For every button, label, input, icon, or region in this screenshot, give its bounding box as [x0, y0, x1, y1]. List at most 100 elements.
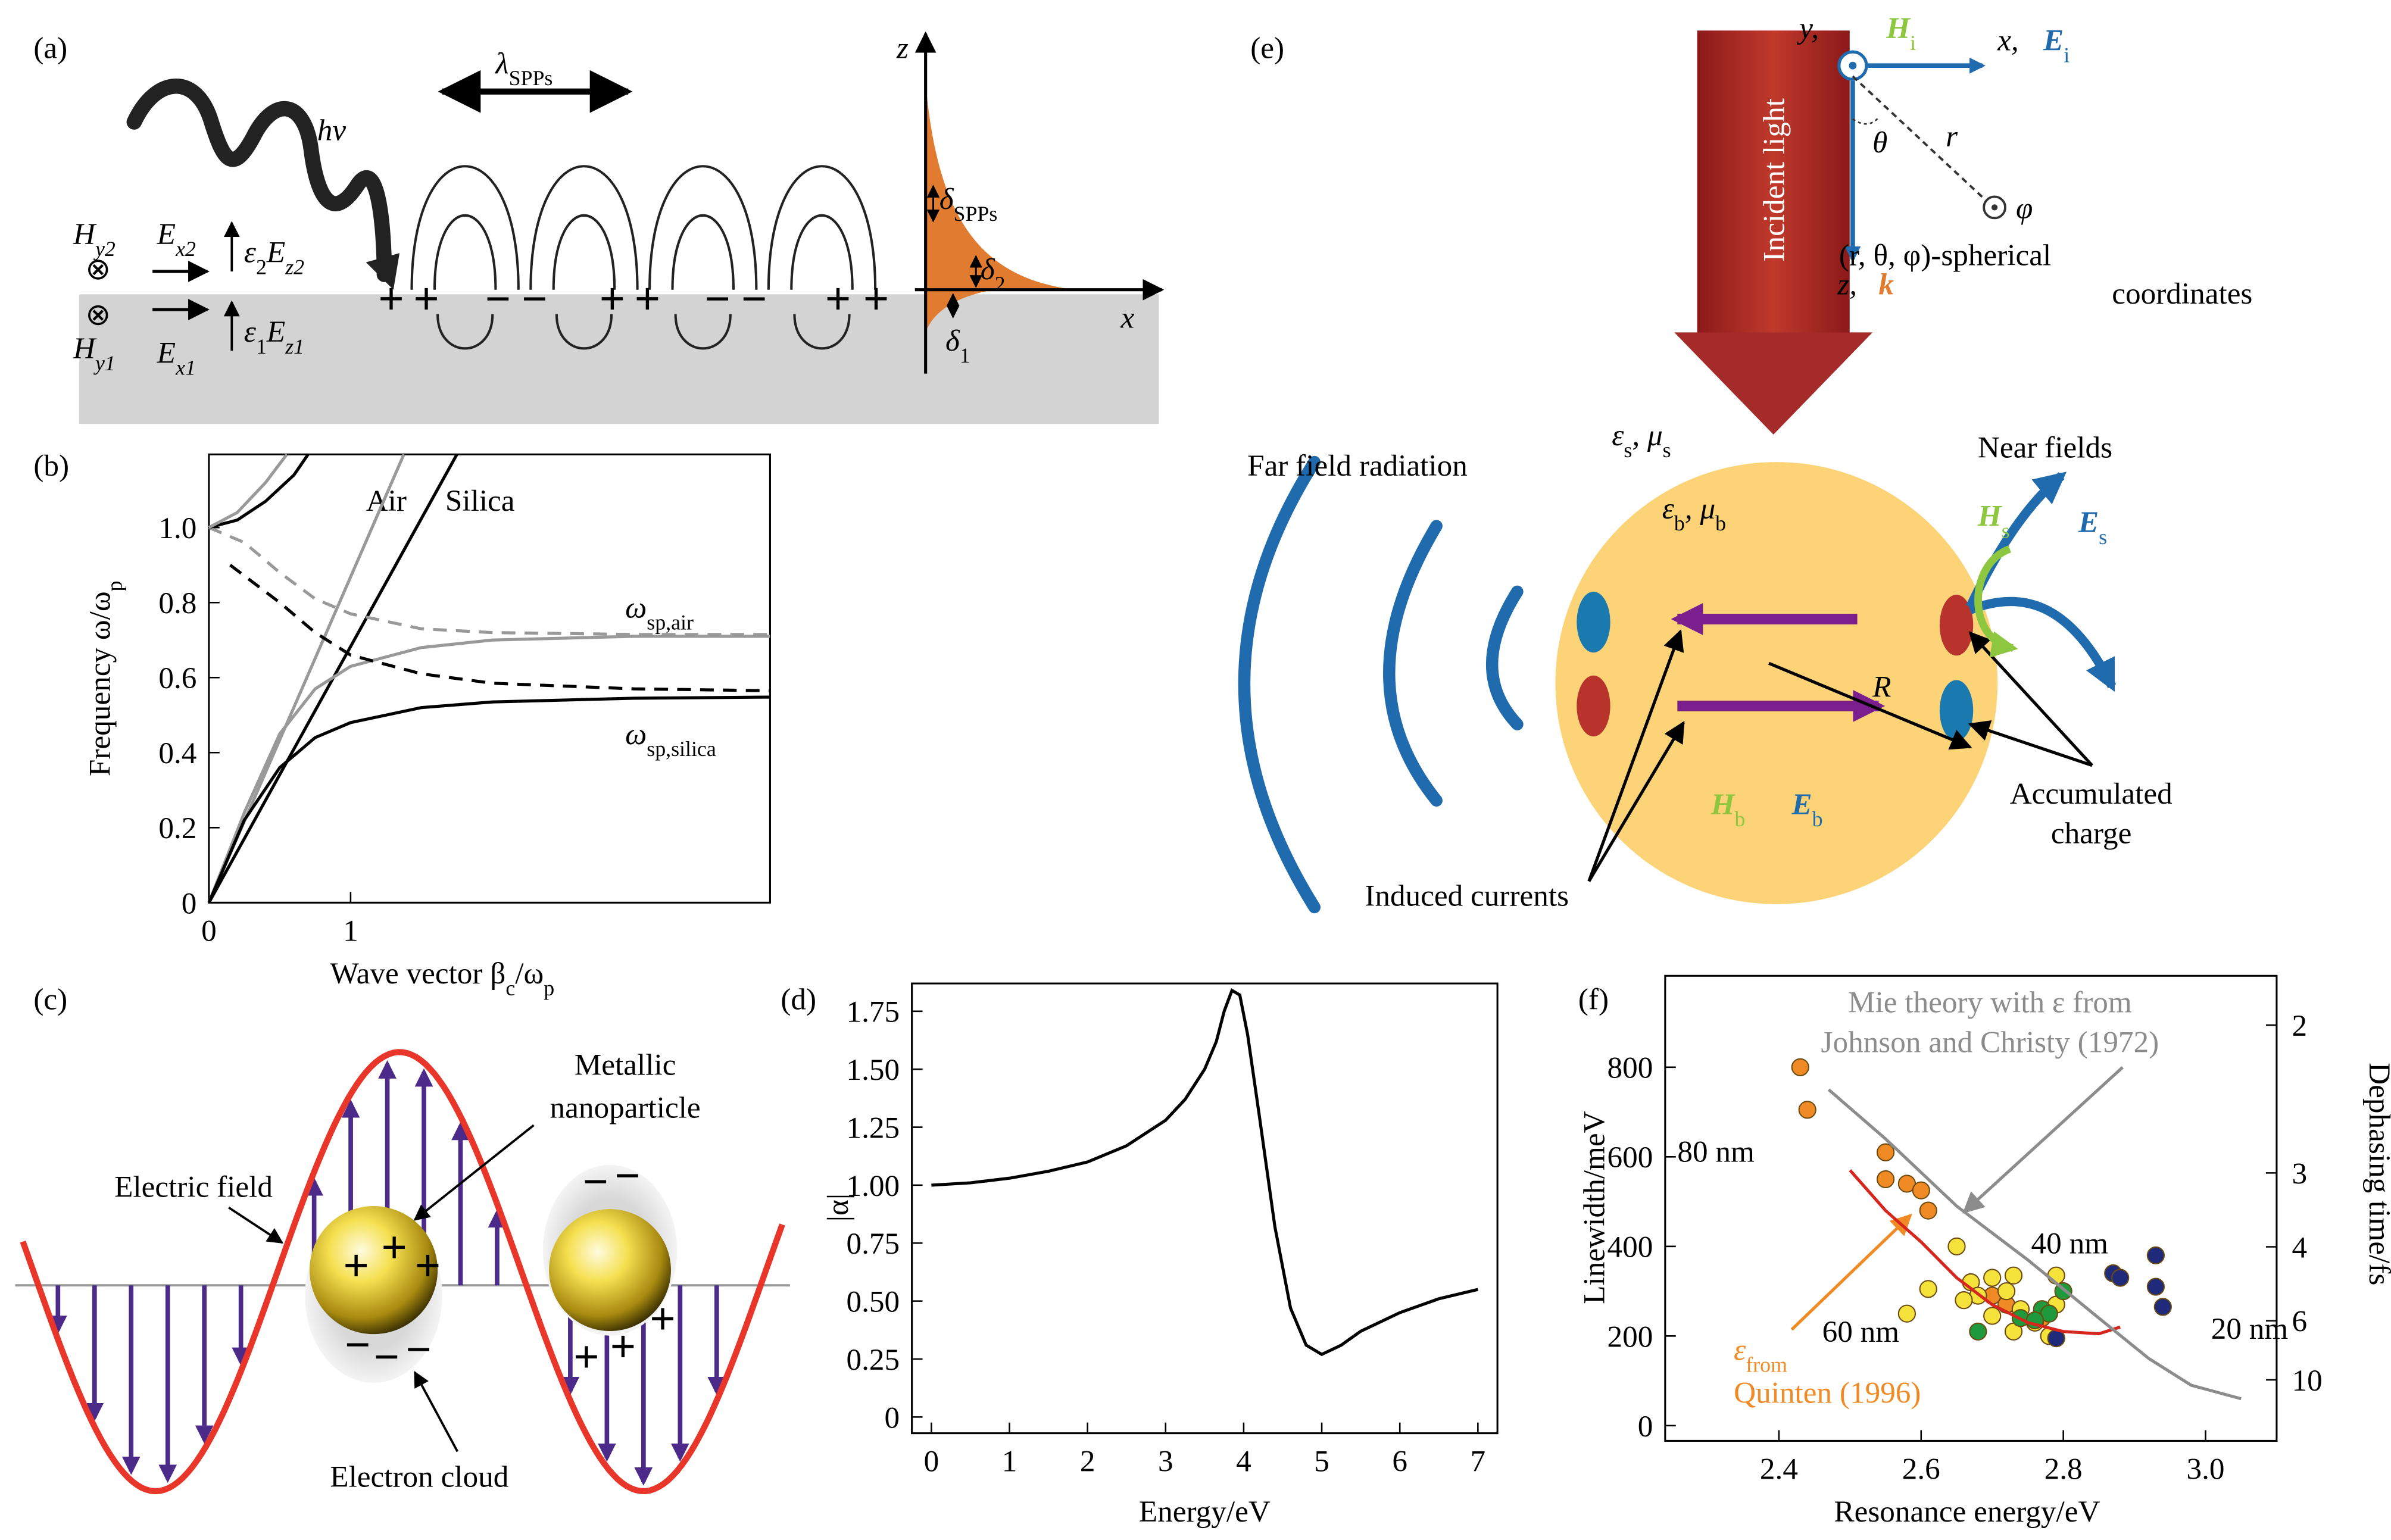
y2-tick-label: 3: [2292, 1157, 2308, 1191]
data-point: [1798, 1101, 1816, 1119]
label-eps1ez1: ε1Ez1: [244, 315, 304, 358]
label-ex1: Ex1: [157, 336, 196, 380]
charge: +: [378, 274, 404, 324]
label-eps2ez2: ε2Ez2: [244, 236, 304, 279]
charge: −: [405, 1324, 432, 1375]
symbol: H: [1710, 788, 1736, 821]
label: φ: [2016, 191, 2033, 225]
symbol: E: [1791, 788, 1812, 821]
label: nanoparticle: [550, 1091, 701, 1124]
y-tick-label: 0.4: [158, 736, 196, 770]
symbol: δ: [939, 182, 954, 216]
label-x: x: [1120, 301, 1135, 335]
data-point: [1983, 1307, 2002, 1325]
y-axis-label: Frequency ω/ωp: [83, 581, 126, 777]
subscript: sp,silica: [647, 737, 716, 761]
symbol: E: [2043, 24, 2064, 58]
label-part: /ω: [515, 957, 544, 991]
symbol: ε: [244, 236, 257, 270]
label: Electric field: [114, 1170, 273, 1204]
charge-blue: [1939, 680, 1974, 741]
nanoparticle: [309, 1206, 438, 1335]
charge: −: [345, 1320, 371, 1370]
photon-wave: [126, 78, 392, 282]
panel-label: (f): [1578, 983, 1609, 1017]
x-tick-label: 7: [1471, 1445, 1486, 1479]
panel-label: (a): [33, 31, 67, 65]
annotation: Johnson and Christy (1972): [1821, 1025, 2159, 1059]
pointer-arrow: [1587, 629, 1684, 882]
y-tick-label: 0: [182, 886, 197, 920]
field-line: [529, 165, 639, 290]
subscript: 2: [256, 255, 267, 279]
data-point: [1791, 1058, 1809, 1076]
charge: +: [413, 274, 439, 324]
symbol: λ: [494, 46, 508, 80]
subscript: p: [544, 976, 554, 1000]
x-axis-label: Resonance energy/eV: [1834, 1495, 2100, 1529]
charge: +: [610, 1321, 636, 1372]
annotation: 60 nm: [1822, 1315, 1900, 1349]
x-tick-label: 4: [1236, 1445, 1251, 1479]
axis-origin: [1849, 61, 1857, 70]
otimes: ⊗: [85, 298, 111, 332]
annotation: ωsp,air: [625, 591, 694, 634]
y-tick-label: 0.25: [846, 1343, 900, 1377]
charge: −: [522, 274, 548, 324]
plot-frame: [1664, 974, 2278, 1442]
field-line: [767, 165, 877, 290]
annotation: Silica: [445, 484, 515, 518]
label: Electron cloud: [330, 1460, 508, 1494]
symbol: E: [2078, 505, 2099, 539]
incident-light-arrow: [1674, 332, 1873, 435]
charge: +: [825, 274, 851, 324]
pointer-arrow: [413, 1370, 459, 1452]
charge-blue: [1577, 591, 1610, 653]
x-tick-label: 5: [1314, 1445, 1329, 1479]
symbol: ω: [625, 717, 647, 751]
symbol: E: [266, 236, 285, 270]
charge: +: [634, 274, 660, 324]
y-tick-label: 400: [1607, 1230, 1653, 1264]
x-tick-label: 2.4: [1760, 1452, 1798, 1486]
x-tick-label: 2.6: [1902, 1452, 1940, 1486]
label-part: Wave vector β: [330, 957, 505, 991]
label: Near fields: [1978, 430, 2112, 464]
charge: +: [863, 274, 889, 324]
data-point: [1876, 1143, 1895, 1161]
subscript: s: [2099, 525, 2107, 549]
curve: [207, 635, 770, 904]
y-tick-label: 0.50: [846, 1285, 900, 1319]
y-tick-label: 1.25: [846, 1111, 900, 1145]
x-tick-label: 1: [343, 914, 358, 948]
curve: [1827, 1088, 2242, 1401]
x-tick-label: 3: [1158, 1445, 1173, 1479]
subscript: 2: [995, 272, 1006, 296]
pointer-arrow: [413, 1124, 535, 1221]
label: θ: [1872, 126, 1887, 160]
label: x,: [1997, 24, 2019, 58]
symbol: δ: [981, 252, 995, 286]
field-line: [555, 314, 613, 350]
symbol: , μ: [1632, 418, 1662, 452]
y2-tick-label: 10: [2292, 1364, 2323, 1398]
subscript: s: [2002, 519, 2010, 543]
subscript: b: [1735, 807, 1746, 831]
data-point: [1955, 1291, 1973, 1310]
y-tick-label: 200: [1607, 1320, 1653, 1354]
field-line: [674, 314, 732, 350]
data-point: [2146, 1246, 2165, 1264]
charge: +: [381, 1222, 407, 1273]
field-line: [410, 165, 520, 290]
subscript: y1: [93, 351, 116, 375]
label: y,: [1796, 11, 1819, 45]
data-point: [1912, 1181, 1930, 1199]
label-delta-spp: δSPPs: [939, 182, 998, 226]
subscript: 1: [960, 343, 970, 367]
data-point: [1876, 1170, 1895, 1189]
x-tick-label: 0: [924, 1445, 939, 1479]
label: k: [1878, 267, 1894, 301]
field-decay: [925, 289, 994, 333]
curve: [931, 988, 1478, 1357]
y-axis-label: Linewidth/meV: [1577, 1111, 1611, 1304]
